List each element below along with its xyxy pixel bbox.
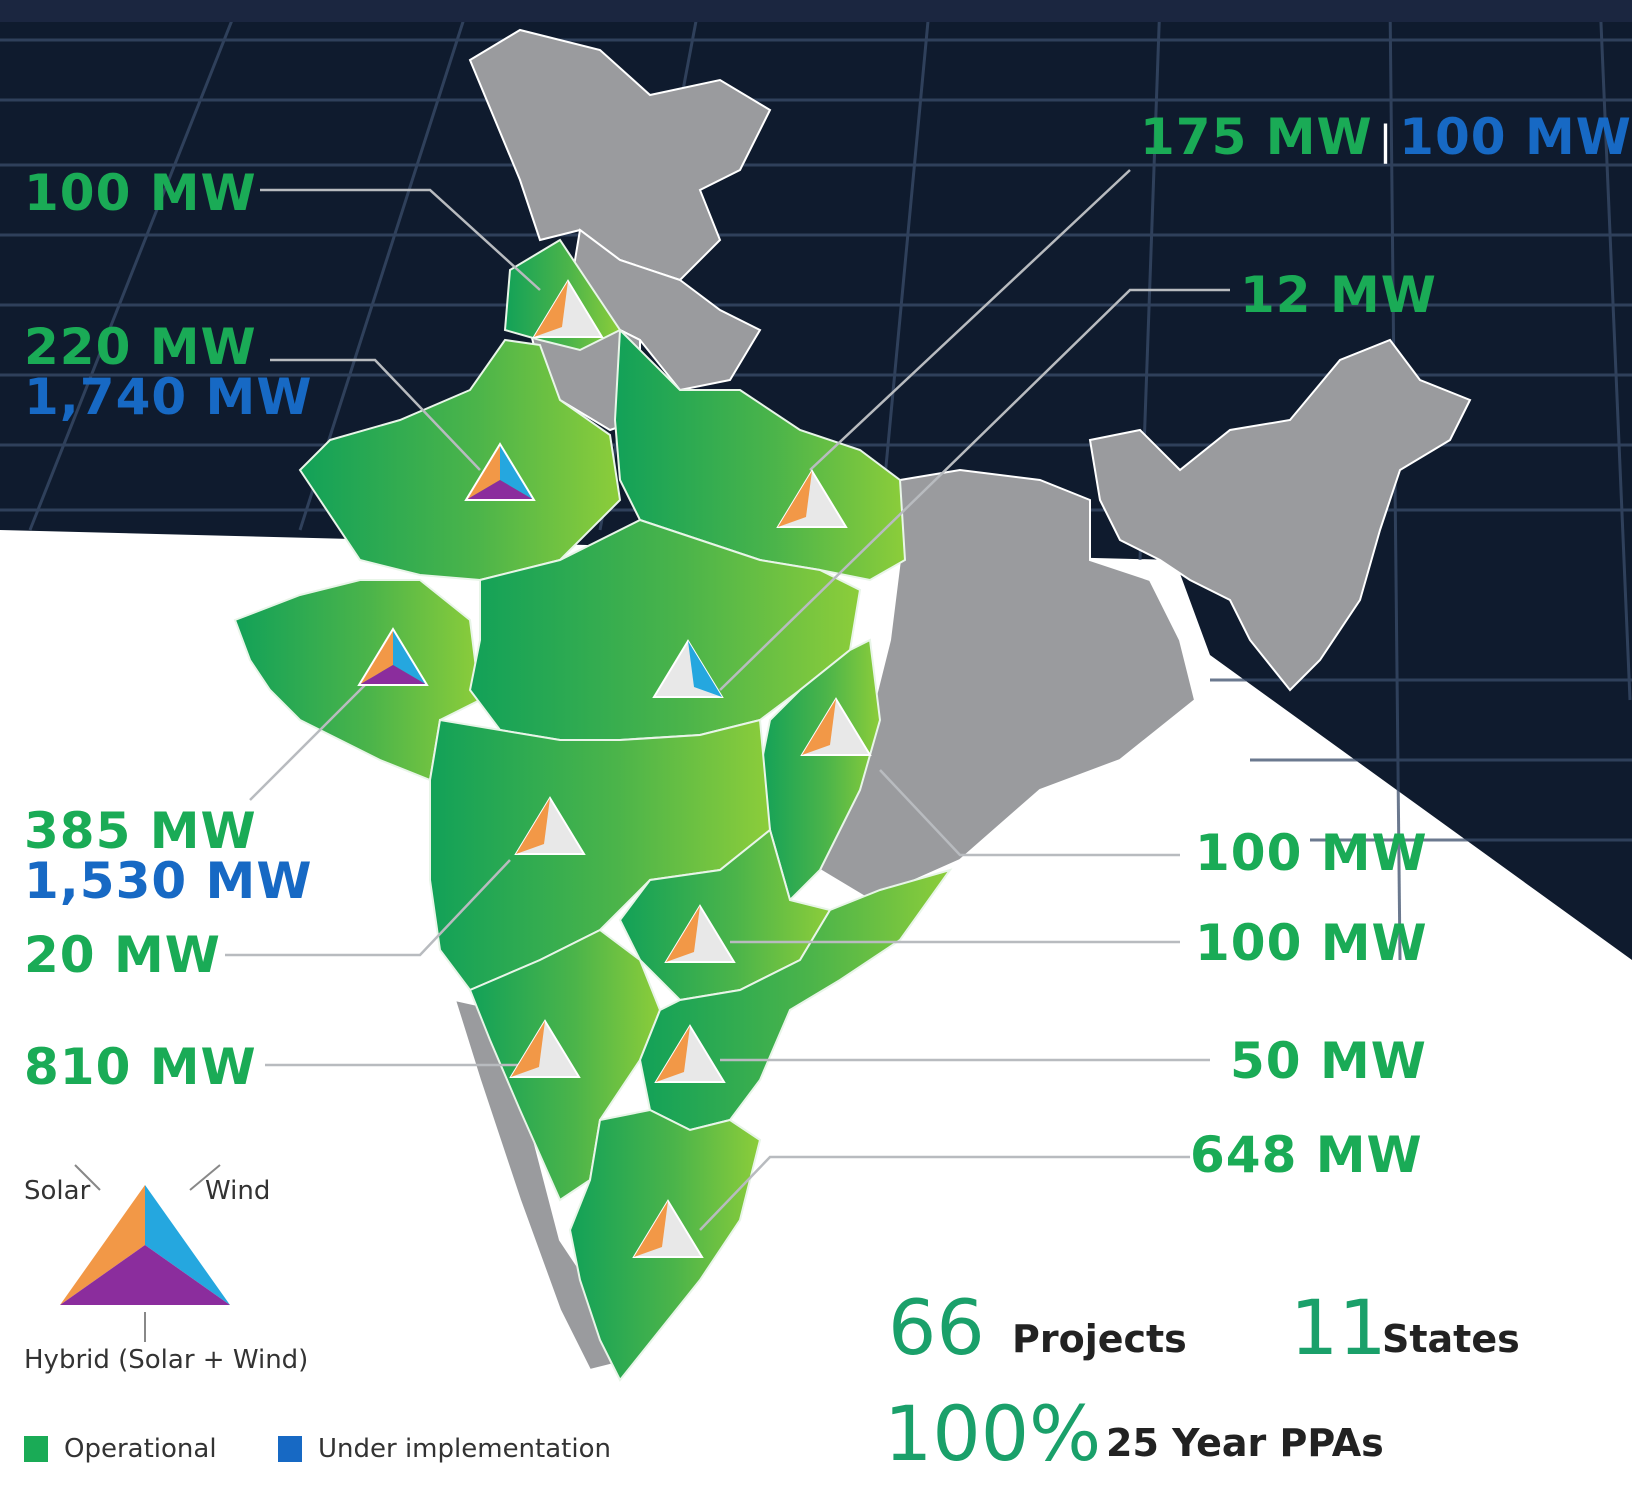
grey-states bbox=[453, 28, 1472, 1372]
label-up-under-implementation: 100 MW bbox=[1399, 108, 1632, 166]
label-up: 175 MW | 100 MW bbox=[1140, 112, 1632, 162]
label-rajasthan-operational: 220 MW bbox=[24, 318, 257, 376]
label-andhra: 50 MW bbox=[1230, 1032, 1427, 1090]
legend-operational-label: Operational bbox=[64, 1434, 217, 1464]
label-punjab: 100 MW bbox=[24, 164, 257, 222]
marker-tamilnadu-icon bbox=[632, 1199, 704, 1258]
green-states bbox=[233, 238, 953, 1382]
stat-states-number: 11 bbox=[1290, 1283, 1387, 1372]
legend-wind-label: Wind bbox=[205, 1176, 271, 1206]
marker-maharashtra-icon bbox=[514, 796, 586, 855]
marker-mp-icon bbox=[652, 639, 724, 698]
marker-punjab-icon bbox=[532, 279, 604, 338]
legend-under-implementation-swatch bbox=[278, 1436, 302, 1462]
stat-projects-label: Projects bbox=[1012, 1317, 1187, 1361]
label-separator: | bbox=[1378, 118, 1394, 164]
label-gujarat-under-implementation: 1,530 MW bbox=[24, 852, 313, 910]
legend-operational-swatch bbox=[24, 1436, 48, 1462]
marker-telangana-icon bbox=[664, 904, 736, 963]
legend-triangle-icon bbox=[60, 1164, 230, 1342]
legend-hybrid-label: Hybrid (Solar + Wind) bbox=[24, 1345, 309, 1375]
label-rajasthan-under-implementation: 1,740 MW bbox=[24, 368, 313, 426]
label-gujarat-operational: 385 MW bbox=[24, 802, 257, 860]
label-mp: 12 MW bbox=[1240, 266, 1437, 324]
marker-gujarat-icon bbox=[357, 627, 429, 686]
marker-andhra-icon bbox=[654, 1024, 726, 1083]
marker-rajasthan-icon bbox=[464, 442, 536, 501]
stat-ppa-label: 25 Year PPAs bbox=[1106, 1421, 1384, 1465]
legend-under-implementation-label: Under implementation bbox=[318, 1434, 611, 1464]
legend-solar-label: Solar bbox=[24, 1176, 91, 1206]
label-telangana: 100 MW bbox=[1195, 914, 1428, 972]
marker-karnataka-icon bbox=[509, 1019, 581, 1078]
marker-up-icon bbox=[776, 469, 848, 528]
stat-ppa-number: 100% bbox=[884, 1389, 1102, 1478]
label-up-operational: 175 MW bbox=[1140, 108, 1373, 166]
label-karnataka: 810 MW bbox=[24, 1038, 257, 1096]
label-maharashtra: 20 MW bbox=[24, 926, 221, 984]
leader-lines bbox=[225, 169, 1230, 1231]
label-tamilnadu: 648 MW bbox=[1190, 1126, 1423, 1184]
marker-chhattisgarh-icon bbox=[800, 697, 872, 756]
stat-states-label: States bbox=[1382, 1317, 1520, 1361]
stat-projects-number: 66 bbox=[888, 1283, 985, 1372]
label-chhattisgarh: 100 MW bbox=[1195, 824, 1428, 882]
